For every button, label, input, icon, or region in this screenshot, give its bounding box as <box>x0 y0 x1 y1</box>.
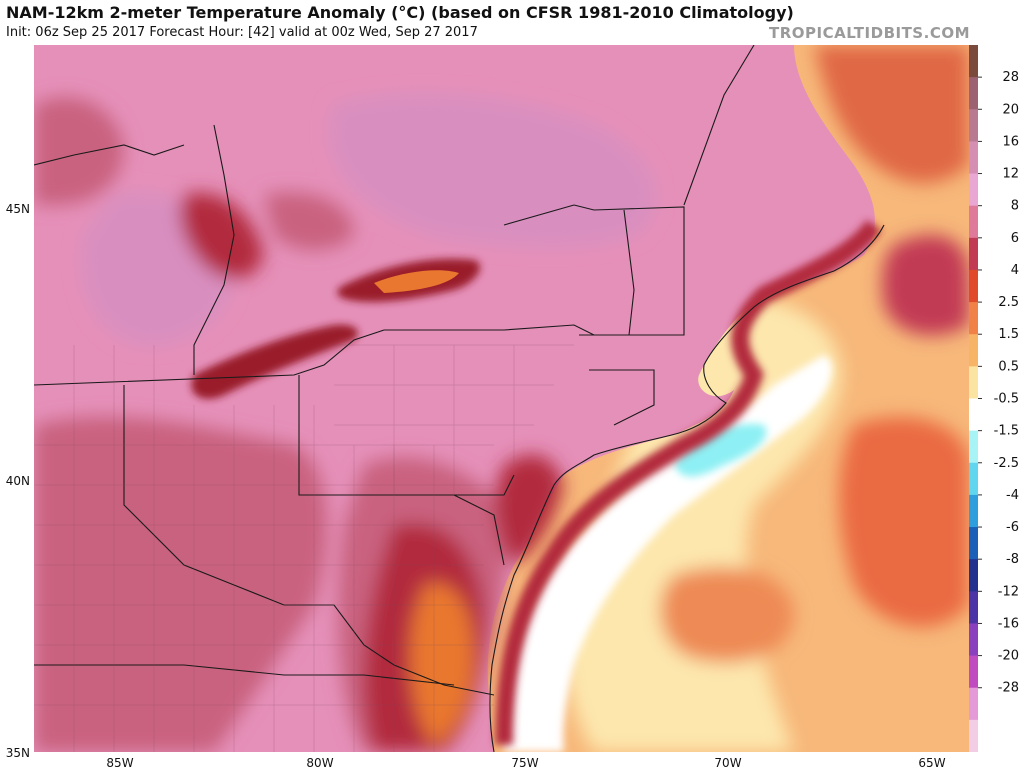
colorbar-swatch <box>969 462 978 496</box>
lon-label-75w: 75W <box>511 756 539 770</box>
colorbar-swatch <box>969 398 978 432</box>
lake-erie-anomaly <box>191 324 358 399</box>
colorbar-swatch <box>969 719 978 753</box>
lat-label-45n: 45N <box>5 202 30 216</box>
lat-label-40n: 40N <box>5 474 30 488</box>
cold-anomaly-patch <box>674 424 767 477</box>
colorbar-swatch <box>969 687 978 721</box>
county-lines <box>34 344 574 752</box>
colorbar-label: -8 <box>1006 552 1019 567</box>
lon-label-85w: 85W <box>106 756 134 770</box>
colorbar-label: -4 <box>1006 488 1019 503</box>
colorbar-swatch <box>969 366 978 399</box>
near-zero-band <box>504 355 833 752</box>
colorbar-swatch <box>969 302 978 335</box>
lon-label-65w: 65W <box>918 756 946 770</box>
colorbar-label: 28 <box>1002 70 1019 85</box>
land-anomaly-fields <box>34 94 655 752</box>
colorbar-label: 1.5 <box>998 327 1019 342</box>
colorbar-swatch <box>969 141 978 175</box>
forecast-info: Init: 06z Sep 25 2017 Forecast Hour: [42… <box>6 25 478 40</box>
colorbar-label: -1.5 <box>994 424 1019 439</box>
colorbar-label: -12 <box>998 584 1019 599</box>
colorbar-swatch <box>969 205 978 239</box>
coastal-warm-band <box>495 219 882 746</box>
lat-label-35n: 35N <box>5 746 30 760</box>
colorbar-scale: 28 20 16 12 8 6 4 2.5 1.5 0.5 -0.5 -1.5 -2.5 -4 -6 -8 -1… <box>969 45 1019 753</box>
colorbar-swatch <box>969 591 978 624</box>
colorbar-label: 16 <box>1002 134 1019 149</box>
colorbar-label: 12 <box>1002 167 1019 182</box>
chart-title: NAM-12km 2-meter Temperature Anomaly (°C… <box>6 3 794 22</box>
colorbar-swatch <box>969 173 978 207</box>
colorbar-label: -6 <box>1006 520 1019 535</box>
lon-label-80w: 80W <box>306 756 334 770</box>
colorbar-swatch <box>969 430 978 464</box>
colorbar-swatch <box>969 77 978 110</box>
lake-ontario-core <box>374 270 459 293</box>
colorbar-swatch <box>969 109 978 142</box>
colorbar-label: -16 <box>998 616 1019 631</box>
colorbar: 28 20 16 12 8 6 4 2.5 1.5 0.5 -0.5 -1.5 -2.5 -4 -6 -8 -1… <box>969 45 1024 753</box>
site-credit: TROPICALTIDBITS.COM <box>769 24 970 42</box>
colorbar-label: -2.5 <box>994 456 1019 471</box>
colorbar-swatch <box>969 527 978 560</box>
colorbar-label: 4 <box>1011 263 1019 278</box>
colorbar-swatch <box>969 494 978 528</box>
colorbar-swatch <box>969 655 978 689</box>
lon-label-70w: 70W <box>714 756 742 770</box>
colorbar-label: 6 <box>1011 231 1019 246</box>
colorbar-label: 0.5 <box>998 359 1019 374</box>
colorbar-label: -28 <box>998 681 1019 696</box>
colorbar-label: -20 <box>998 649 1019 664</box>
colorbar-swatch <box>969 559 978 592</box>
colorbar-label: 2.5 <box>998 295 1019 310</box>
colorbar-label: -0.5 <box>994 392 1019 407</box>
colorbar-swatch <box>969 334 978 367</box>
colorbar-swatch <box>969 269 978 303</box>
colorbar-label: 8 <box>1011 199 1019 214</box>
colorbar-label: 20 <box>1002 102 1019 117</box>
colorbar-swatch <box>969 237 978 271</box>
colorbar-swatch <box>969 623 978 657</box>
temperature-anomaly-map <box>34 45 969 752</box>
colorbar-swatch <box>969 45 978 78</box>
